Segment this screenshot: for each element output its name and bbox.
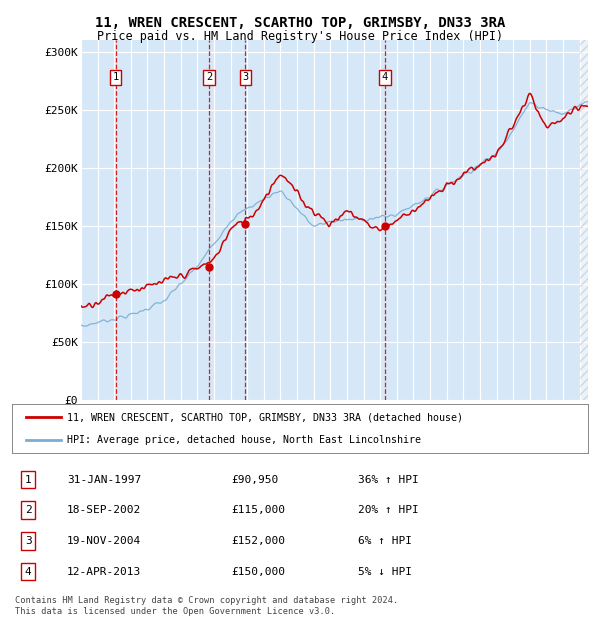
Text: £90,950: £90,950 (231, 474, 278, 485)
Text: Price paid vs. HM Land Registry's House Price Index (HPI): Price paid vs. HM Land Registry's House … (97, 30, 503, 43)
Text: £150,000: £150,000 (231, 567, 285, 577)
Text: 18-SEP-2002: 18-SEP-2002 (67, 505, 141, 515)
Text: £152,000: £152,000 (231, 536, 285, 546)
Text: 31-JAN-1997: 31-JAN-1997 (67, 474, 141, 485)
Text: 5% ↓ HPI: 5% ↓ HPI (358, 567, 412, 577)
Text: 19-NOV-2004: 19-NOV-2004 (67, 536, 141, 546)
Text: 6% ↑ HPI: 6% ↑ HPI (358, 536, 412, 546)
Text: 4: 4 (382, 73, 388, 82)
Text: 3: 3 (242, 73, 248, 82)
Text: 1: 1 (112, 73, 119, 82)
Text: 2: 2 (25, 505, 32, 515)
Text: £115,000: £115,000 (231, 505, 285, 515)
Text: 12-APR-2013: 12-APR-2013 (67, 567, 141, 577)
Bar (580, 40, 588, 400)
Text: 36% ↑ HPI: 36% ↑ HPI (358, 474, 418, 485)
Text: 11, WREN CRESCENT, SCARTHO TOP, GRIMSBY, DN33 3RA (detached house): 11, WREN CRESCENT, SCARTHO TOP, GRIMSBY,… (67, 412, 463, 422)
Text: 1: 1 (25, 474, 32, 485)
Text: 11, WREN CRESCENT, SCARTHO TOP, GRIMSBY, DN33 3RA: 11, WREN CRESCENT, SCARTHO TOP, GRIMSBY,… (95, 16, 505, 30)
Text: HPI: Average price, detached house, North East Lincolnshire: HPI: Average price, detached house, Nort… (67, 435, 421, 445)
Text: Contains HM Land Registry data © Crown copyright and database right 2024.
This d: Contains HM Land Registry data © Crown c… (15, 596, 398, 616)
Text: 3: 3 (25, 536, 32, 546)
Text: 4: 4 (25, 567, 32, 577)
Text: 20% ↑ HPI: 20% ↑ HPI (358, 505, 418, 515)
Text: 2: 2 (206, 73, 212, 82)
